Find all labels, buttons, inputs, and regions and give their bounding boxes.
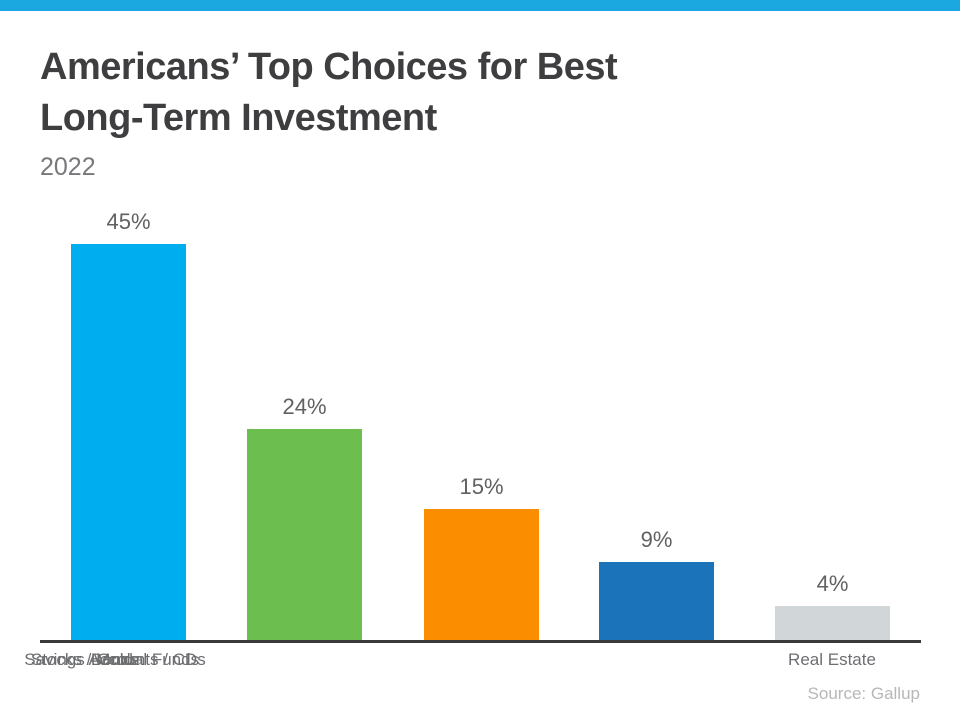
bar-value-label: 15%	[459, 474, 504, 499]
bar-group-gold: 15%	[424, 474, 539, 641]
bar-stocks-mutual-funds	[247, 429, 362, 641]
page-title-line-1: Americans’ Top Choices for Best	[40, 46, 618, 88]
bar-group-real-estate: 45%	[71, 209, 186, 641]
category-label-gold: Gold	[97, 650, 133, 669]
bar-real-estate	[71, 244, 186, 641]
bar-value-label: 4%	[816, 571, 849, 596]
category-label-stocks-mutual-funds: Stocks / Mutual Funds	[30, 650, 200, 669]
category-label-bonds: Bonds	[90, 650, 140, 669]
chart-subtitle-year: 2022	[40, 153, 96, 181]
bar-value-label: 24%	[282, 394, 327, 419]
bar-gold	[424, 509, 539, 641]
source-credit: Source: Gallup	[807, 684, 920, 703]
category-label-savings-accounts-cds: Savings Accounts / CDs	[24, 650, 206, 669]
x-axis-line	[40, 640, 921, 643]
bar-chart: 45% 24% 15% 9% 4%	[40, 200, 921, 641]
bar-value-label: 9%	[640, 527, 673, 552]
category-label-real-estate: Real Estate	[788, 650, 876, 669]
chart-header: Americans’ Top Choices for Best Long-Ter…	[40, 42, 780, 182]
bar-value-label: 45%	[106, 209, 151, 234]
top-accent-bar	[0, 0, 960, 11]
bar-bonds	[775, 606, 890, 641]
bar-savings-accounts-cds	[599, 562, 714, 641]
bar-group-bonds: 4%	[775, 571, 890, 641]
bar-group-savings-accounts-cds: 9%	[599, 527, 714, 641]
bar-group-stocks-mutual-funds: 24%	[247, 394, 362, 641]
page-title-line-2: Long-Term Investment	[40, 97, 437, 139]
